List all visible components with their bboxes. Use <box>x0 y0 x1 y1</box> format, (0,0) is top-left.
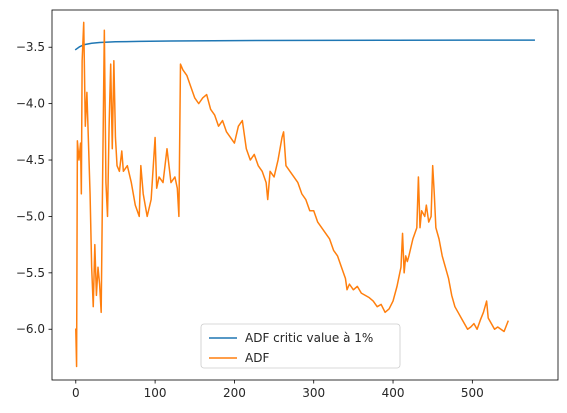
x-tick-label: 300 <box>302 386 325 400</box>
y-tick-label: −5.0 <box>16 209 45 223</box>
series-line-2 <box>75 21 510 368</box>
legend-label-2: ADF <box>245 351 269 365</box>
x-tick-label: 200 <box>223 386 246 400</box>
y-axis: −3.5 −4.0 −4.5 −5.0 −5.5 −6.0 <box>16 40 52 336</box>
x-tick-label: 500 <box>461 386 484 400</box>
legend: ADF critic value à 1% ADF <box>200 323 401 369</box>
x-tick-label: 400 <box>382 386 405 400</box>
y-tick-label: −3.5 <box>16 40 45 54</box>
y-tick-label: −4.5 <box>16 153 45 167</box>
y-tick-label: −4.0 <box>16 97 45 111</box>
legend-label-1: ADF critic value à 1% <box>245 331 373 345</box>
plot-frame <box>51 9 559 381</box>
y-tick-label: −6.0 <box>16 322 45 336</box>
x-tick-label: 100 <box>144 386 167 400</box>
y-tick-label: −5.5 <box>16 266 45 280</box>
series-layer <box>74 21 535 368</box>
x-axis: 0 100 200 300 400 500 <box>72 380 484 400</box>
x-tick-label: 0 <box>72 386 80 400</box>
legend-box <box>200 323 401 369</box>
